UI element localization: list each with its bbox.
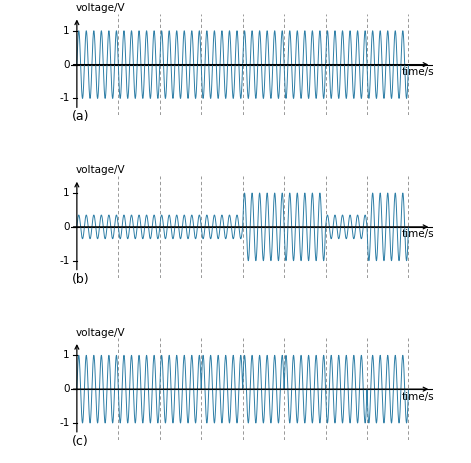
- Text: -1: -1: [59, 418, 69, 428]
- Text: voltage/V: voltage/V: [76, 3, 126, 13]
- Text: (b): (b): [72, 273, 89, 286]
- Text: -1: -1: [59, 256, 69, 266]
- Text: 0: 0: [63, 384, 69, 394]
- Text: 1: 1: [63, 188, 69, 198]
- Text: time/s: time/s: [401, 392, 434, 401]
- Text: -1: -1: [59, 94, 69, 103]
- Text: time/s: time/s: [401, 67, 434, 77]
- Text: (c): (c): [72, 435, 88, 448]
- Text: 0: 0: [63, 222, 69, 232]
- Text: 0: 0: [63, 60, 69, 69]
- Text: time/s: time/s: [401, 229, 434, 239]
- Text: voltage/V: voltage/V: [76, 165, 126, 175]
- Text: (a): (a): [72, 110, 89, 123]
- Text: 1: 1: [63, 26, 69, 36]
- Text: voltage/V: voltage/V: [76, 328, 126, 338]
- Text: 1: 1: [63, 350, 69, 360]
